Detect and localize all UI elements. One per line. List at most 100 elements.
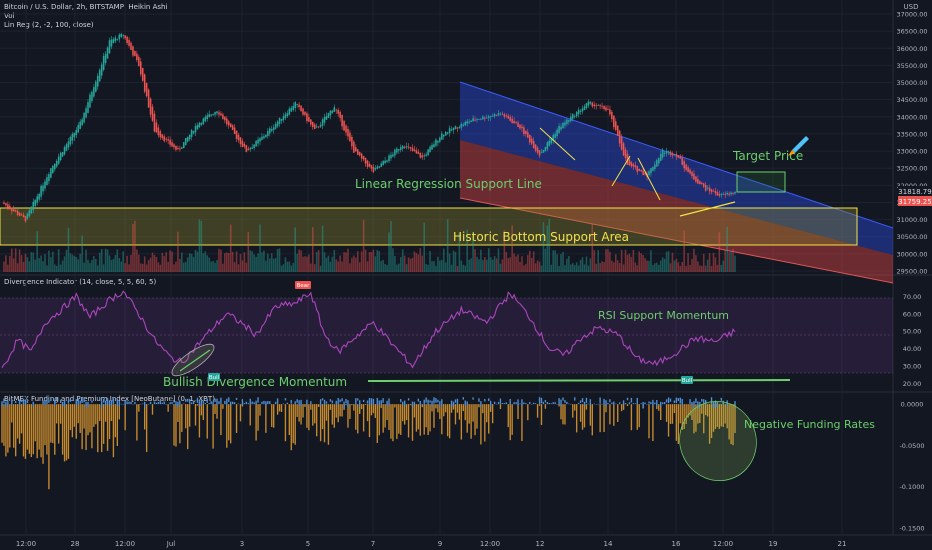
bull-tag-1-text: Bull: [209, 375, 220, 381]
funding-bar: [376, 404, 378, 443]
funding-bar: [411, 404, 414, 441]
time-axis[interactable]: 12:00 28 12:00 Jul 3 5 7 9 12:00 12 14 16 12:00 19 21: [16, 540, 847, 548]
funding-bar-positive: [265, 401, 267, 406]
funding-bar: [572, 404, 574, 418]
volume-bar: [685, 265, 687, 272]
funding-bar: [548, 402, 550, 405]
volume-bar: [571, 263, 574, 272]
time-label: 3: [240, 540, 244, 548]
funding-bar-positive: [294, 401, 296, 405]
funding-bar: [675, 404, 678, 441]
funding-bar: [726, 404, 728, 429]
volume-bar: [3, 261, 5, 272]
funding-bar: [495, 403, 498, 405]
candle-body: [628, 159, 631, 165]
candle-body: [595, 105, 598, 107]
funding-bar-positive: [636, 397, 638, 405]
funding-bar: [202, 404, 205, 421]
candle-body: [558, 125, 560, 133]
negative-funding-label: Negative Funding Rates: [744, 418, 875, 431]
candle-body: [466, 121, 468, 124]
volume-bar: [194, 249, 197, 272]
candle-body: [589, 101, 592, 104]
candle-body: [503, 114, 506, 117]
funding-bar: [452, 404, 455, 410]
funding-bar-positive: [325, 401, 328, 404]
candle-body: [272, 127, 275, 131]
funding-bar-positive: [669, 398, 672, 402]
candle-body: [491, 115, 494, 117]
funding-bar-positive: [403, 400, 406, 407]
funding-bar: [362, 404, 365, 432]
linreg-support-label: Linear Regression Support Line: [355, 177, 542, 191]
funding-axis[interactable]: 0.0000 -0.0500 -0.1000 -0.1500: [899, 401, 924, 533]
funding-bar: [52, 404, 54, 444]
funding-bar: [626, 404, 629, 407]
candle-body: [104, 53, 107, 63]
volume-bar: [237, 264, 240, 272]
funding-bar: [32, 404, 34, 455]
price-tick-label: 30000.00: [896, 250, 927, 258]
volume-bar: [718, 232, 721, 272]
funding-bar: [151, 404, 154, 415]
volume-bar: [85, 249, 87, 272]
funding-bar-positive: [574, 397, 576, 401]
candle-body: [247, 148, 250, 151]
candle-body: [534, 144, 537, 151]
rsi-axis[interactable]: 70.00 60.00 50.00 40.00 30.00 20.00: [903, 293, 922, 388]
volume-bar: [100, 248, 103, 272]
time-label: 9: [438, 540, 442, 548]
candle-body: [141, 67, 144, 81]
funding-bar: [515, 402, 517, 405]
funding-bar-positive: [46, 397, 48, 404]
funding-bar: [46, 404, 48, 455]
funding-bar: [144, 404, 146, 430]
funding-bar: [630, 404, 633, 431]
candle-body: [521, 126, 523, 129]
funding-bar-positive: [202, 400, 205, 404]
funding-bar: [687, 404, 689, 418]
volume-bar: [507, 258, 510, 272]
funding-bar: [648, 404, 650, 439]
volume-bar: [206, 255, 209, 272]
funding-bar: [106, 404, 109, 451]
volume-bars: [3, 219, 736, 272]
funding-bar: [353, 404, 355, 411]
candle-body: [669, 151, 672, 155]
volume-bar: [687, 253, 689, 272]
funding-bar: [20, 404, 23, 434]
volume-bar: [186, 257, 189, 272]
funding-bar: [581, 404, 584, 430]
funding-bar: [513, 402, 515, 405]
funding-bar: [167, 404, 169, 412]
price-axis[interactable]: 37000.00 36500.00 36000.00 35500.00 35000.00…: [896, 11, 927, 276]
volume-bar: [200, 221, 203, 272]
candle-body: [681, 157, 684, 165]
candle-body: [46, 177, 48, 185]
funding-bar: [556, 404, 558, 405]
funding-bar-positive: [3, 398, 5, 404]
candle-body: [216, 111, 218, 114]
funding-bar: [531, 404, 533, 405]
volume-bar: [613, 262, 615, 272]
volume-bar: [355, 257, 357, 272]
funding-bar-positive: [427, 399, 429, 405]
candle-body: [478, 119, 480, 120]
candle-body: [269, 128, 271, 134]
funding-bar: [546, 402, 549, 405]
trend-line-3: [637, 157, 661, 201]
candle-body: [204, 116, 207, 122]
candle-body: [7, 204, 9, 208]
funding-bar-positive: [69, 398, 72, 402]
candle-body: [181, 147, 183, 149]
funding-bar-positive: [323, 399, 326, 405]
candle-body: [312, 122, 314, 127]
volume-bar: [417, 254, 420, 272]
candle-body: [364, 157, 367, 164]
funding-bar: [99, 404, 101, 421]
volume-bar: [83, 262, 85, 272]
candle-body: [409, 146, 412, 149]
candle-body: [366, 160, 369, 167]
candle-body: [386, 160, 388, 162]
